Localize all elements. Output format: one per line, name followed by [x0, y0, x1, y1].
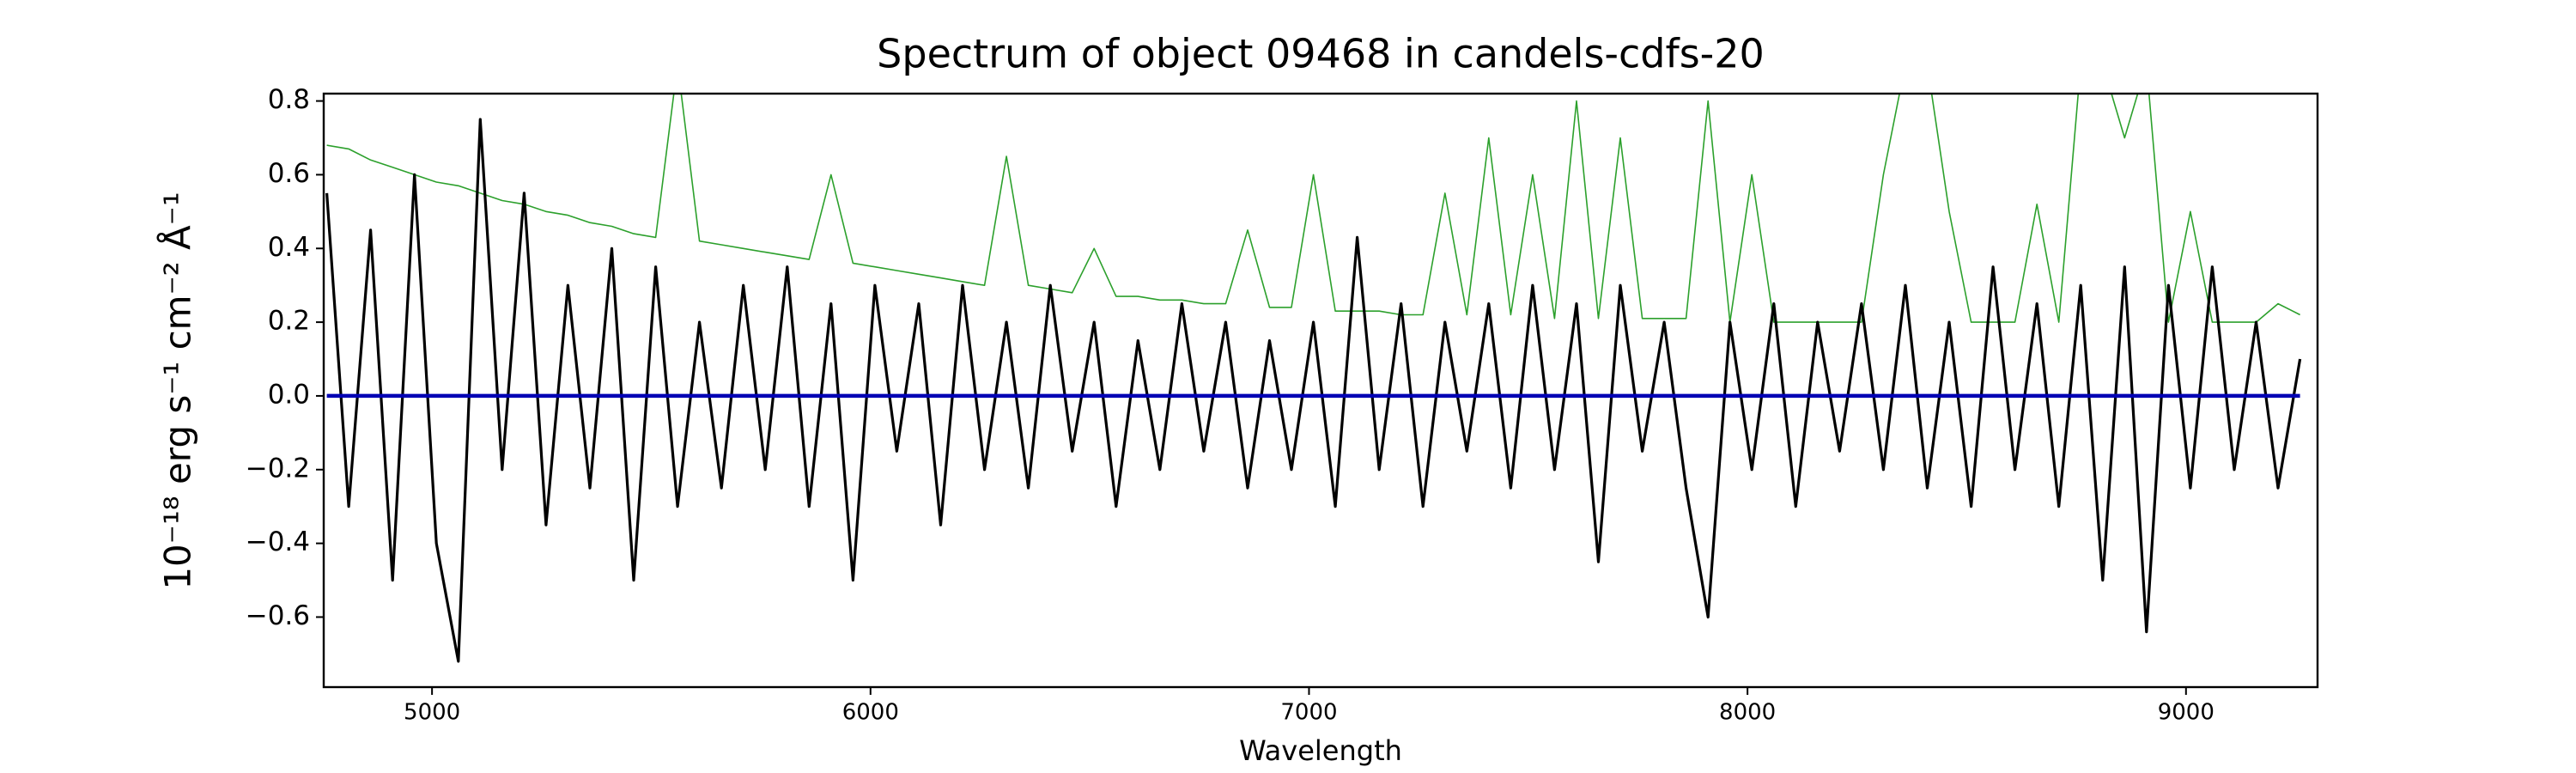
y-tick-label: −0.4: [246, 526, 310, 557]
x-axis-label: Wavelength: [1239, 734, 1402, 767]
x-tick-label: 9000: [2158, 700, 2215, 726]
x-tick-label: 5000: [404, 700, 460, 726]
y-tick-label: 0.6: [268, 158, 310, 189]
plot-area: [325, 94, 2302, 663]
spectrum-line: [325, 118, 2302, 663]
x-tick-label: 6000: [842, 700, 899, 726]
chart-title: Spectrum of object 09468 in candels-cdfs…: [877, 31, 1765, 77]
y-tick-label: −0.2: [246, 453, 310, 484]
x-tick-label: 8000: [1719, 700, 1776, 726]
y-tick-label: −0.6: [246, 600, 310, 631]
y-axis-label: 10⁻¹⁸ erg s⁻¹ cm⁻² Å⁻¹: [156, 192, 199, 589]
y-tick-label: 0.4: [268, 232, 310, 263]
plot-frame: [322, 92, 2319, 689]
x-tick-label: 7000: [1280, 700, 1337, 726]
y-tick-label: 0.2: [268, 306, 310, 337]
y-tick-label: 0.0: [268, 379, 310, 410]
spectrum-line: [326, 94, 2300, 323]
y-tick-label: 0.8: [268, 84, 310, 115]
